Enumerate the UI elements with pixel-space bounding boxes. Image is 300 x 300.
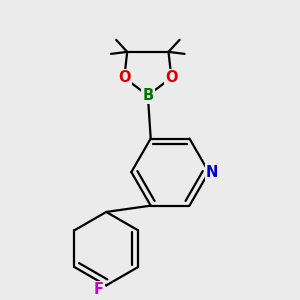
Text: N: N (206, 165, 218, 180)
Text: O: O (165, 70, 178, 85)
Text: F: F (94, 282, 104, 297)
Text: O: O (118, 70, 130, 85)
Text: B: B (142, 88, 153, 103)
